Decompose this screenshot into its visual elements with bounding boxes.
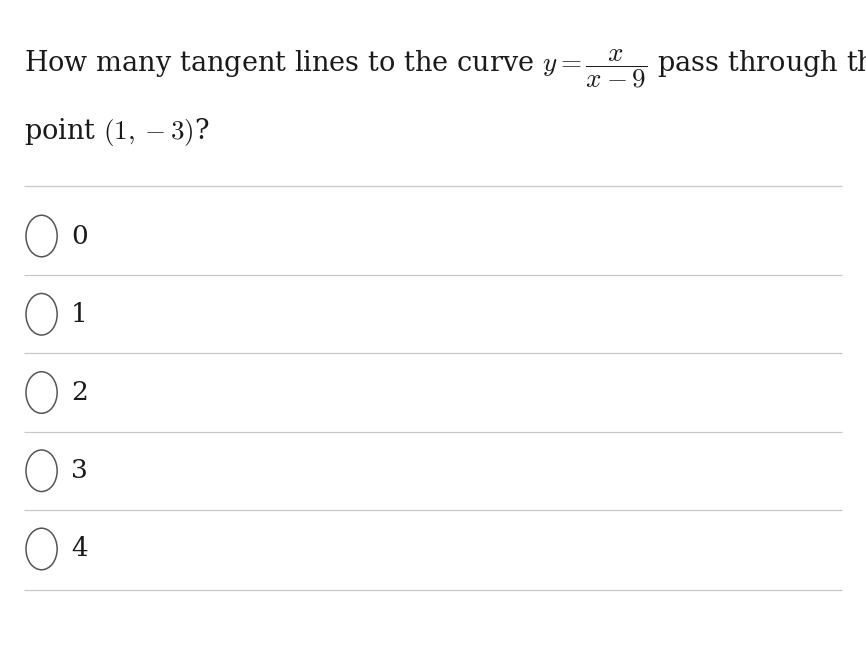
- Text: 4: 4: [71, 537, 87, 561]
- Text: 1: 1: [71, 302, 87, 327]
- Text: point $(1, -3)$?: point $(1, -3)$?: [24, 116, 210, 149]
- Text: 2: 2: [71, 380, 87, 405]
- Text: 3: 3: [71, 458, 87, 483]
- Text: How many tangent lines to the curve $y = \dfrac{x}{x-9}$ pass through the: How many tangent lines to the curve $y =…: [24, 47, 866, 90]
- Text: 0: 0: [71, 224, 87, 248]
